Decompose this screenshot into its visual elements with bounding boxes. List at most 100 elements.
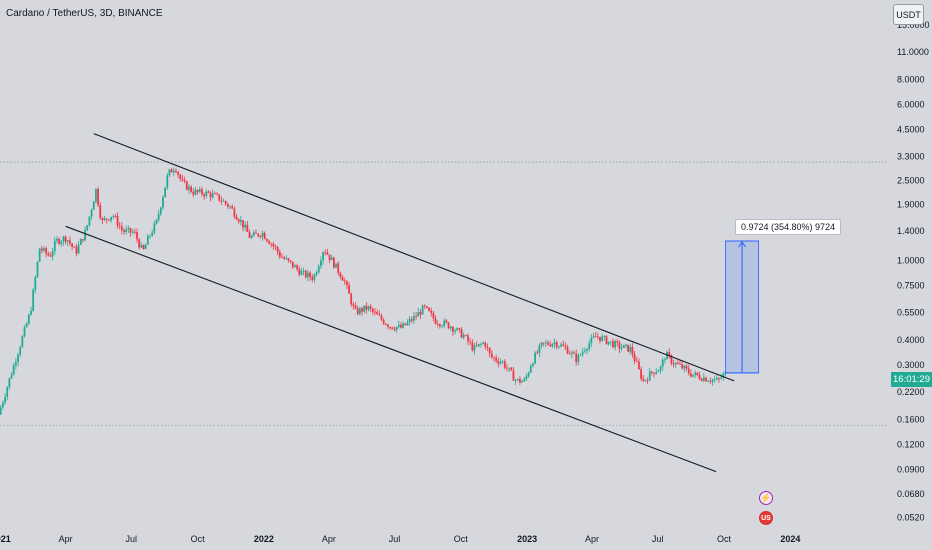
channel-lower-line[interactable] xyxy=(65,225,717,473)
candle-body xyxy=(397,324,400,327)
x-tick-label: Jul xyxy=(652,534,664,544)
candle-body xyxy=(376,312,379,315)
candle-body xyxy=(45,248,48,254)
candle xyxy=(644,379,647,383)
candle xyxy=(164,187,167,198)
candle-body xyxy=(313,274,316,280)
candle-body xyxy=(434,318,437,324)
candle xyxy=(672,359,675,368)
candle-body xyxy=(255,232,257,234)
candle-body xyxy=(527,372,530,377)
x-tick-label: Oct xyxy=(717,534,732,544)
candle-body xyxy=(542,342,545,344)
candle-body xyxy=(609,341,612,343)
candle xyxy=(324,249,327,256)
candle-body xyxy=(272,243,275,247)
candle-body xyxy=(192,191,195,195)
candle-body xyxy=(79,239,82,245)
candle xyxy=(183,176,186,184)
candle-body xyxy=(278,251,281,257)
candle-body xyxy=(495,357,498,361)
candle-body xyxy=(629,346,632,352)
candle xyxy=(497,357,500,368)
candle-body xyxy=(648,371,651,381)
descending-channel[interactable] xyxy=(65,133,735,473)
candle-body xyxy=(86,225,89,231)
y-tick-label: 2.5000 xyxy=(897,176,925,186)
candle xyxy=(614,339,617,351)
candle-body xyxy=(560,344,562,347)
candle-body xyxy=(198,189,201,192)
candle xyxy=(536,349,539,355)
candle xyxy=(711,378,714,386)
candle-body xyxy=(672,363,675,365)
candle-body xyxy=(127,228,130,230)
candle xyxy=(131,229,134,235)
candle xyxy=(380,313,383,322)
candle xyxy=(423,304,426,310)
measure-label[interactable]: 0.9724 (354.80%) 9724 xyxy=(735,219,842,235)
candle-body xyxy=(510,367,513,371)
candle xyxy=(315,270,318,277)
candle-body xyxy=(66,240,69,242)
candle xyxy=(434,315,437,325)
candle-body xyxy=(196,189,199,192)
price-range-measure[interactable] xyxy=(725,240,760,374)
candle xyxy=(622,344,625,348)
candle-body xyxy=(177,171,180,175)
candle xyxy=(529,363,532,374)
candle xyxy=(153,220,156,235)
lightning-icon[interactable]: ⚡ xyxy=(759,491,773,505)
candle xyxy=(244,221,247,231)
candle-body xyxy=(430,311,433,314)
candle xyxy=(564,342,567,350)
candle xyxy=(612,338,614,349)
channel-upper-line[interactable] xyxy=(93,133,735,382)
candle-body xyxy=(553,342,556,344)
candle-body xyxy=(570,352,573,355)
candle-body xyxy=(125,229,128,232)
candle-body xyxy=(350,293,353,305)
candle-body xyxy=(112,215,115,217)
candle-body xyxy=(276,246,279,252)
candle-body xyxy=(612,341,614,348)
candle xyxy=(73,245,76,248)
candle xyxy=(77,241,80,255)
candle xyxy=(447,321,450,330)
candle-body xyxy=(367,306,370,310)
candle-body xyxy=(138,239,141,248)
candle-body xyxy=(445,320,448,323)
candle-body xyxy=(694,372,697,375)
candle-body xyxy=(257,233,260,237)
candle-body xyxy=(114,215,117,217)
candle-body xyxy=(328,254,331,260)
candle-body xyxy=(363,305,366,312)
candle xyxy=(449,325,452,331)
candle-body xyxy=(449,326,452,329)
candle-body xyxy=(586,349,588,351)
candle xyxy=(47,251,50,257)
candle-body xyxy=(62,236,65,242)
candle xyxy=(19,345,22,358)
candle xyxy=(62,235,65,246)
candle xyxy=(118,221,121,230)
candle-body xyxy=(25,323,28,328)
candle xyxy=(88,216,91,227)
candle-body xyxy=(354,305,357,309)
candle-body xyxy=(365,305,368,310)
currency-button[interactable]: USDT xyxy=(893,4,924,25)
candle xyxy=(320,256,322,269)
us-flag-icon[interactable]: US xyxy=(759,511,773,525)
candle xyxy=(475,341,478,347)
candle xyxy=(36,261,39,278)
candle xyxy=(594,332,597,338)
candle-body xyxy=(705,377,707,382)
candle xyxy=(79,238,82,246)
x-tick-label: Oct xyxy=(454,534,469,544)
candle-body xyxy=(700,378,703,381)
price-axis[interactable]: 15.0000 11.0000 8.0000 6.0000 4.5000 3.3000 2.… xyxy=(897,20,930,522)
candle xyxy=(547,340,549,346)
candle xyxy=(482,341,485,345)
